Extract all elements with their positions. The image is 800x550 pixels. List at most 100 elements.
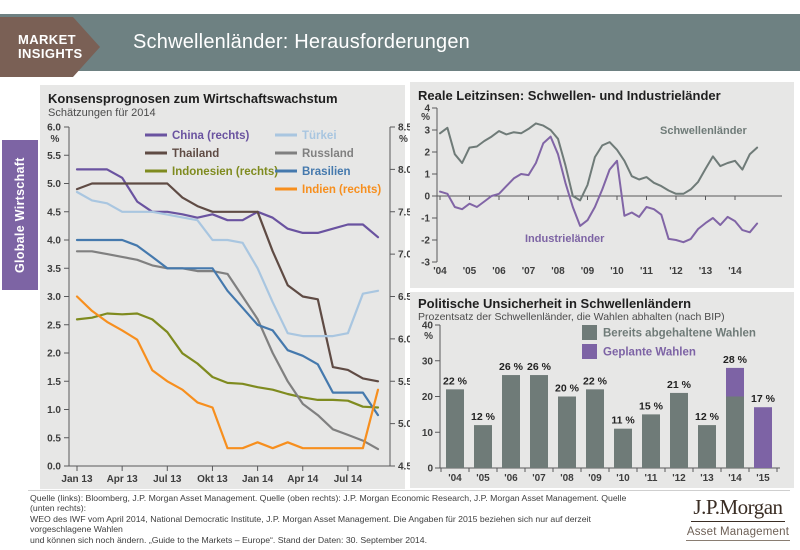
bar-value-label-11: 15 % [639,400,664,412]
x-tick-label: '13 [699,266,713,277]
growth-chart-svg: 0.0 0.5 1.0 1.5 2.0 2.5 3.0 3.5 4.0 4.5 5.0 5.5 6.0%… [47,123,412,486]
y-tick-label: 10 [422,428,434,439]
legend-label-geplante-wahlen: Geplante Wahlen [603,347,696,359]
x-tick-label: '08 [551,266,565,277]
y-tick-label: 6.0 [398,334,412,345]
y-tick-label: 8.0 [398,165,412,176]
y-tick-label: 0 [427,464,433,475]
bar-value-label-10: 11 % [611,415,635,427]
growth-forecast-panel: Konsensprognosen zum Wirtschaftswachstum… [40,85,412,489]
y-axis-unit: % [421,112,430,123]
x-tick-label-13: '13 [700,473,714,484]
source-line-1: Quelle (links): Bloomberg, J.P. Morgan A… [30,493,627,514]
jpmorgan-logo: J.P.Morgan Asset Management [684,495,792,541]
x-tick-label-05: '05 [476,473,490,484]
y-tick-label: 2.0 [47,349,61,360]
x-tick-label: '06 [492,266,506,277]
legend-label-indien-rechts: Indien (rechts) [302,184,381,196]
series-line-industriel-nder [439,135,759,244]
x-tick-label: '11 [640,266,653,277]
x-tick-label: '09 [581,266,595,277]
political-uncertainty-panel: Politische Unsicherheit in Schwellenländ… [410,292,794,488]
rates-chart-title: Reale Leitzinsen: Schwellen- und Industr… [418,88,721,103]
footer-divider [28,490,790,491]
y-tick-label: 5.0 [47,179,61,190]
x-tick-label: '14 [728,266,742,277]
x-tick-label-11: '11 [645,473,658,484]
growth-chart-title: Konsensprognosen zum Wirtschaftswachstum [48,91,338,106]
bar-held-09 [586,389,604,468]
section-tab-globale-wirtschaft: Globale Wirtschaft [2,140,38,290]
annotation-schwellenl-nder: Schwellenländer [660,125,748,137]
brand-line-2: INSIGHTS [18,46,83,61]
bar-held-11 [642,414,660,468]
y-tick-label: 7.0 [398,250,412,261]
legend-swatch-geplante-wahlen [582,344,597,359]
x-tick-label-09: '09 [588,473,602,484]
y-tick-label: -1 [421,214,430,225]
series-line-indien-rechts [75,295,380,450]
bar-value-label-05: 12 % [471,411,496,423]
series-line-china-rechts [75,168,380,239]
jpmorgan-asset-management-label: Asset Management [685,525,791,541]
bar-held-04 [446,389,464,468]
bar-value-label-12: 21 % [667,379,692,391]
bar-value-label-13: 12 % [695,411,720,423]
y-tick-label: 0 [424,192,430,203]
x-tick-label: '07 [522,266,536,277]
source-line-2: WEO des IWF vom April 2014, National Dem… [30,513,591,535]
y-tick-label: 40 [422,321,434,332]
y-tick-label: 3.0 [47,292,61,303]
source-note: Quelle (links): Bloomberg, J.P. Morgan A… [30,493,650,545]
y-tick-label: 30 [422,356,434,367]
x-tick-label-14: '14 [728,473,742,484]
y-tick-label: 3 [424,126,430,137]
x-tick-label-12: '12 [672,473,686,484]
bar-value-label-15: 17 % [751,393,776,405]
x-tick-label: Apr 14 [287,474,319,485]
x-tick-label-06: '06 [504,473,518,484]
bar-value-label-14: 28 % [723,354,748,366]
x-tick-label: Jul 13 [153,474,182,485]
jpmorgan-wordmark: J.P.Morgan [691,495,785,522]
y-axis-unit-left: % [51,134,60,145]
y-tick-label: 1.0 [47,405,61,416]
x-tick-label: Apr 13 [107,474,139,485]
legend-label-china-rechts: China (rechts) [172,130,249,142]
legend-label-brasilien: Brasilien [302,166,351,178]
series-line-indonesien-rechts [75,312,380,409]
bar-held-07 [530,375,548,468]
y-tick-label: 4.0 [47,236,61,247]
bar-held-12 [670,392,688,468]
bar-value-label-06: 26 % [499,361,524,373]
x-tick-label-04: '04 [448,473,462,484]
series-line-t-rkei [75,190,380,338]
y-tick-label: 2 [424,148,430,159]
y-axis-unit-right: % [399,134,408,145]
legend-label-t-rkei: Türkei [302,130,337,142]
y-tick-label: 6.0 [47,123,61,134]
brand-line-1: MARKET [18,32,77,47]
x-tick-label: Jan 13 [61,474,93,485]
header-bar [0,14,800,71]
x-tick-label: '10 [610,266,624,277]
y-tick-label: 20 [422,392,434,403]
x-tick-label: '04 [433,266,447,277]
legend-label-indonesien-rechts: Indonesien (rechts) [172,166,278,178]
x-tick-label-10: '10 [616,473,630,484]
y-tick-label: 5.0 [398,419,412,430]
legend-label-thailand: Thailand [172,148,219,160]
series-line-schwellenl-nder [439,122,759,202]
bar-planned-15 [754,407,772,468]
x-tick-label: '12 [669,266,683,277]
y-tick-label: 7.5 [398,207,412,218]
x-tick-label: '05 [463,266,477,277]
elections-chart-svg: 0 10 20 30 40% 22 % '04 12 % '05 26 % '06 26 % '07 20… [422,321,780,484]
annotation-industriel-nder: Industrieländer [525,233,605,245]
elections-chart-subtitle: Prozentsatz der Schwellenländer, die Wah… [418,311,725,323]
x-tick-label-08: '08 [560,473,574,484]
y-tick-label: 4 [424,104,430,115]
y-tick-label: 2.5 [47,320,61,331]
bar-value-label-07: 26 % [527,361,552,373]
